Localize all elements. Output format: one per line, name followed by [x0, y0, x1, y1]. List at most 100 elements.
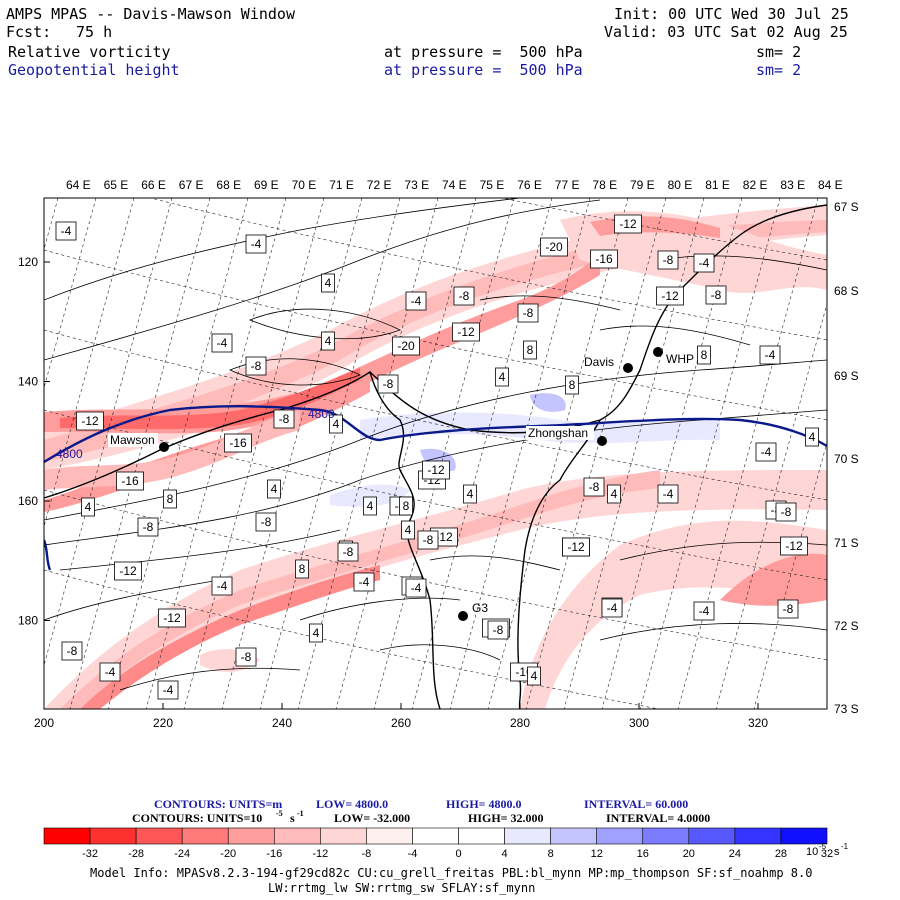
colorbar-swatch [181, 827, 229, 845]
y-tick-label: 140 [18, 375, 38, 389]
svg-text:4: 4 [271, 482, 278, 496]
colorbar-tick-label: -24 [174, 848, 190, 860]
contour-label: -4 [211, 576, 233, 596]
longitude-label: 83 E [780, 178, 805, 192]
latitude-label: 70 S [834, 452, 859, 466]
longitude-label: 71 E [329, 178, 354, 192]
y-tick-label: 120 [18, 255, 38, 269]
svg-text:-16: -16 [595, 252, 613, 266]
contour-label: -8 [61, 641, 83, 661]
longitude-label: 81 E [705, 178, 730, 192]
y-tick-label: 180 [18, 614, 38, 628]
contour-label: -20 [392, 336, 420, 356]
vorticity-contour-units-exp2: -1 [297, 809, 304, 818]
contour-info: CONTOURS: UNITS=m LOW= 4800.0 HIGH= 4800… [132, 797, 710, 825]
svg-text:-8: -8 [493, 623, 504, 637]
contour-label: 8 [163, 489, 177, 509]
colorbar-tick-label: -20 [220, 848, 236, 860]
station-marker-zhongshan [597, 436, 607, 446]
colorbar-swatch [504, 827, 551, 845]
longitude-label: 66 E [141, 178, 166, 192]
contour-label: 8 [565, 375, 579, 395]
svg-text:-8: -8 [143, 520, 154, 534]
colorbar-swatch [227, 827, 275, 845]
colorbar-tick-label: 28 [775, 848, 787, 860]
svg-text:-8: -8 [67, 644, 78, 658]
contour-label: 4 [321, 273, 335, 293]
contour-label: -4 [601, 598, 623, 618]
svg-text:4: 4 [367, 499, 374, 513]
contour-label: 4 [329, 414, 343, 434]
contour-label: -8 [137, 517, 159, 537]
svg-text:-4: -4 [61, 224, 72, 238]
colorbar-tick-label: -28 [128, 848, 144, 860]
vorticity-contour-units-s: s [290, 811, 295, 825]
station-marker-mawson [159, 442, 169, 452]
longitude-label: 77 E [555, 178, 580, 192]
longitude-label: 84 E [818, 178, 843, 192]
height-contour-4800 [44, 405, 827, 464]
field-name-height: Geopotential height [8, 61, 180, 79]
svg-text:4: 4 [499, 370, 506, 384]
svg-text:-20: -20 [545, 240, 563, 254]
svg-text:-4: -4 [411, 294, 422, 308]
height-contour-label-west: 4800 [56, 447, 83, 461]
longitude-label: 64 E [66, 178, 91, 192]
svg-text:-4: -4 [163, 683, 174, 697]
contour-label: -16 [224, 433, 252, 453]
svg-text:8: 8 [167, 492, 174, 506]
svg-text:-12: -12 [785, 539, 803, 553]
colorbar-unit-exp: -5 [819, 842, 827, 851]
colorbar-tick-label: 24 [729, 848, 741, 860]
colorbar [43, 827, 828, 845]
contour-label: -12 [76, 411, 104, 431]
contour-label: -4 [405, 578, 427, 598]
contour-label: -4 [99, 662, 121, 682]
longitude-label: 80 E [668, 178, 693, 192]
svg-text:8: 8 [701, 348, 708, 362]
colorbar-tick-label: -16 [266, 848, 282, 860]
svg-text:4: 4 [333, 417, 340, 431]
svg-text:-8: -8 [459, 289, 470, 303]
latitude-label: 71 S [834, 536, 859, 550]
longitude-label: 67 E [179, 178, 204, 192]
svg-text:-4: -4 [699, 604, 710, 618]
svg-text:-8: -8 [241, 650, 252, 664]
contour-label: 4 [401, 520, 415, 540]
svg-text:-20: -20 [397, 339, 415, 353]
vorticity-contours [44, 198, 827, 691]
svg-text:-12: -12 [435, 530, 453, 544]
contour-label: -12 [158, 608, 186, 628]
plot-frame [43, 197, 828, 710]
svg-text:4: 4 [325, 334, 332, 348]
vorticity-contour-high: HIGH= 32.000 [468, 811, 544, 825]
colorbar-tick-label: -4 [408, 848, 418, 860]
contour-label: -4 [693, 601, 715, 621]
station-label-zhongshan: Zhongshan [528, 426, 588, 440]
colorbar-unit-s: s [834, 846, 840, 858]
latitude-label: 73 S [834, 702, 859, 716]
latitude-label: 72 S [834, 619, 859, 633]
contour-label: 8 [399, 496, 413, 516]
colorbar-unit-exp2: -1 [841, 842, 849, 851]
svg-text:-4: -4 [663, 487, 674, 501]
contour-label: 4 [309, 623, 323, 643]
contour-label: -12 [422, 460, 450, 480]
svg-text:4: 4 [467, 487, 474, 501]
svg-text:-4: -4 [699, 256, 710, 270]
colorbar-swatch [320, 827, 367, 845]
colorbar-tick-label: 32 [821, 848, 833, 860]
colorbar-swatch [688, 827, 736, 845]
forecast-label: Fcst: [6, 23, 52, 41]
colorbar-swatch [412, 827, 459, 845]
colorbar-tick-label: 0 [455, 848, 461, 860]
colorbar-tick-label: -8 [362, 848, 372, 860]
field-level-height: at pressure = 500 hPa [384, 61, 583, 79]
contour-label: -4 [759, 345, 781, 365]
x-axis-ticks: 200 220 240 260 280 300 320 [34, 703, 768, 730]
station-marker-g3 [458, 611, 468, 621]
contour-label: -4 [755, 442, 777, 462]
height-contour-units: CONTOURS: UNITS=m [154, 797, 282, 811]
longitude-label: 82 E [743, 178, 768, 192]
colorbar-tick-label: 20 [683, 848, 695, 860]
